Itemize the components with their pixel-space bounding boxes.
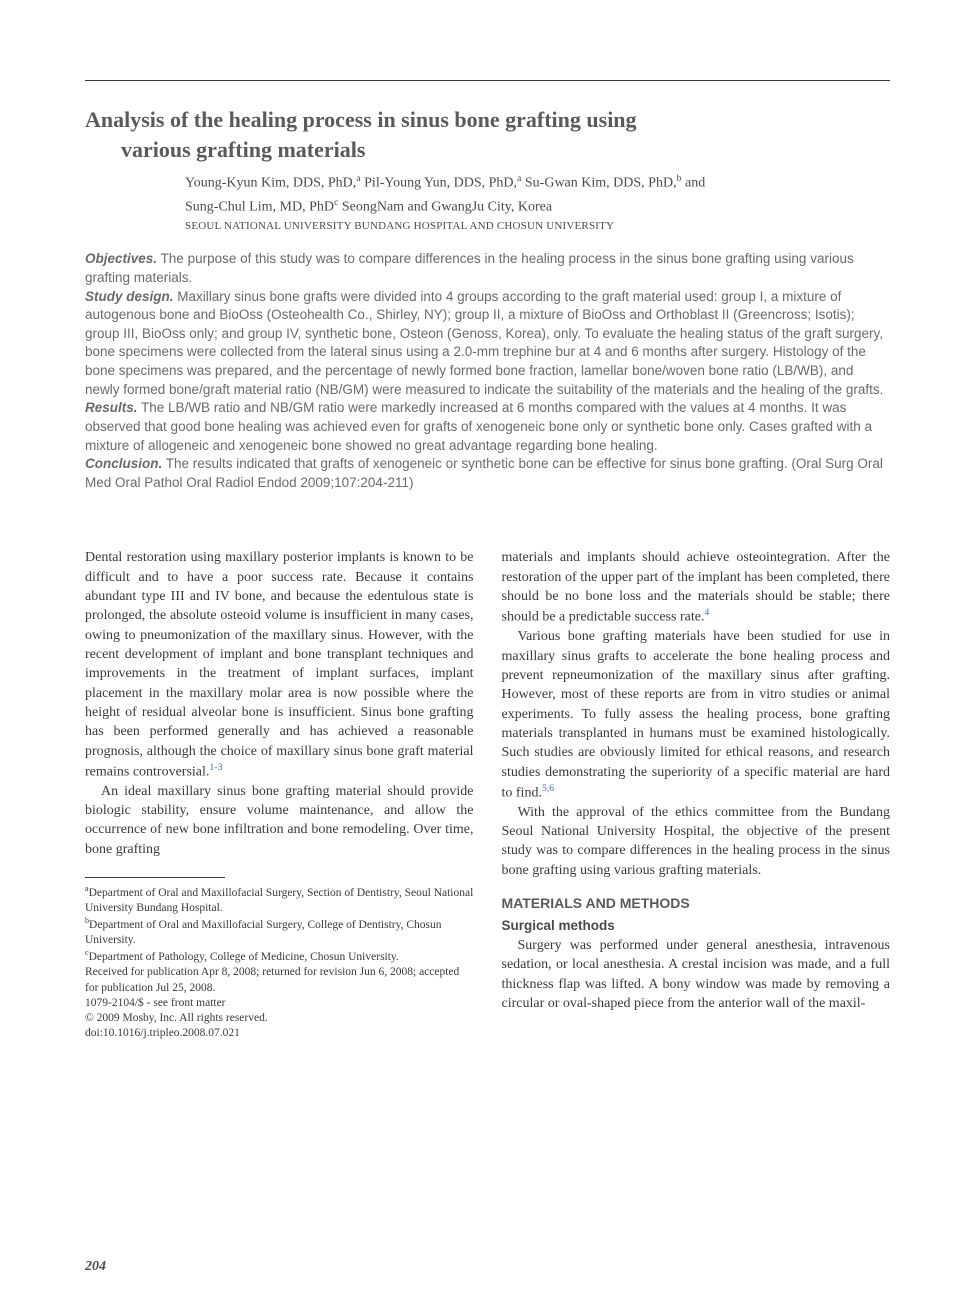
authors-line2: Sung-Chul Lim, MD, PhDc SeongNam and Gwa… — [85, 196, 890, 218]
abs-study-design: Maxillary sinus bone grafts were divided… — [85, 289, 883, 397]
fn-c-text: Department of Pathology, College of Medi… — [89, 951, 399, 963]
footnotes-block: aDepartment of Oral and Maxillofacial Su… — [85, 884, 474, 1041]
abs-conclusion: The results indicated that grafts of xen… — [85, 456, 883, 490]
body-para-2: An ideal maxillary sinus bone grafting m… — [85, 782, 474, 859]
abs-objectives: The purpose of this study was to compare… — [85, 251, 854, 285]
footnote-a: aDepartment of Oral and Maxillofacial Su… — [85, 884, 474, 916]
footnote-doi: doi:10.1016/j.tripleo.2008.07.021 — [85, 1026, 474, 1041]
author-1: Young-Kyun Kim, DDS, PhD, — [185, 176, 356, 191]
author-2: Pil-Young Yun, DDS, PhD, — [361, 176, 517, 191]
body-para-3-text: materials and implants should achieve os… — [502, 550, 891, 625]
footnote-issn: 1079-2104/$ - see front matter — [85, 996, 474, 1011]
affiliation-caps: SEOUL NATIONAL UNIVERSITY BUNDANG HOSPIT… — [85, 220, 890, 232]
subsection-heading-surgical-methods: Surgical methods — [502, 917, 891, 936]
abs-study-design-label: Study design. — [85, 289, 174, 304]
body-para-4-text: Various bone grafting materials have bee… — [502, 629, 891, 800]
footnote-copyright: © 2009 Mosby, Inc. All rights reserved. — [85, 1011, 474, 1026]
author-city: SeongNam and GwangJu City, Korea — [338, 200, 552, 215]
body-columns: Dental restoration using maxillary poste… — [85, 548, 890, 1041]
title-line2: various grafting materials — [85, 135, 890, 165]
page-number: 204 — [85, 1259, 106, 1275]
body-para-4: Various bone grafting materials have bee… — [502, 627, 891, 802]
left-column: Dental restoration using maxillary poste… — [85, 548, 474, 1041]
ref-link-1-3[interactable]: 1-3 — [209, 762, 222, 773]
body-para-3: materials and implants should achieve os… — [502, 548, 891, 627]
fn-b-text: Department of Oral and Maxillofacial Sur… — [85, 919, 442, 946]
abs-results-label: Results. — [85, 400, 138, 415]
section-heading-materials-methods: MATERIALS AND METHODS — [502, 894, 891, 913]
title-line1: Analysis of the healing process in sinus… — [85, 107, 637, 132]
author-3: Su-Gwan Kim, DDS, PhD, — [521, 176, 676, 191]
author-4: Sung-Chul Lim, MD, PhD — [185, 200, 334, 215]
body-para-1: Dental restoration using maxillary poste… — [85, 548, 474, 781]
right-column: materials and implants should achieve os… — [502, 548, 891, 1041]
abs-objectives-label: Objectives. — [85, 251, 157, 266]
top-horizontal-rule — [85, 80, 890, 81]
footnote-c: cDepartment of Pathology, College of Med… — [85, 948, 474, 965]
fn-a-text: Department of Oral and Maxillofacial Sur… — [85, 887, 473, 914]
body-para-5: With the approval of the ethics committe… — [502, 803, 891, 880]
footnote-b: bDepartment of Oral and Maxillofacial Su… — [85, 916, 474, 948]
ref-link-5-6[interactable]: 5,6 — [542, 783, 554, 794]
body-para-6: Surgery was performed under general anes… — [502, 936, 891, 1013]
body-para-1-text: Dental restoration using maxillary poste… — [85, 550, 474, 779]
ref-link-4[interactable]: 4 — [704, 607, 709, 618]
and: and — [681, 176, 705, 191]
footnote-rule — [85, 877, 225, 878]
article-title: Analysis of the healing process in sinus… — [85, 105, 890, 164]
footnote-received: Received for publication Apr 8, 2008; re… — [85, 965, 474, 995]
abs-results: The LB/WB ratio and NB/GM ratio were mar… — [85, 400, 872, 452]
abs-conclusion-label: Conclusion. — [85, 456, 162, 471]
abstract-block: Objectives. The purpose of this study wa… — [85, 250, 890, 492]
authors-line1: Young-Kyun Kim, DDS, PhD,a Pil-Young Yun… — [85, 172, 890, 194]
